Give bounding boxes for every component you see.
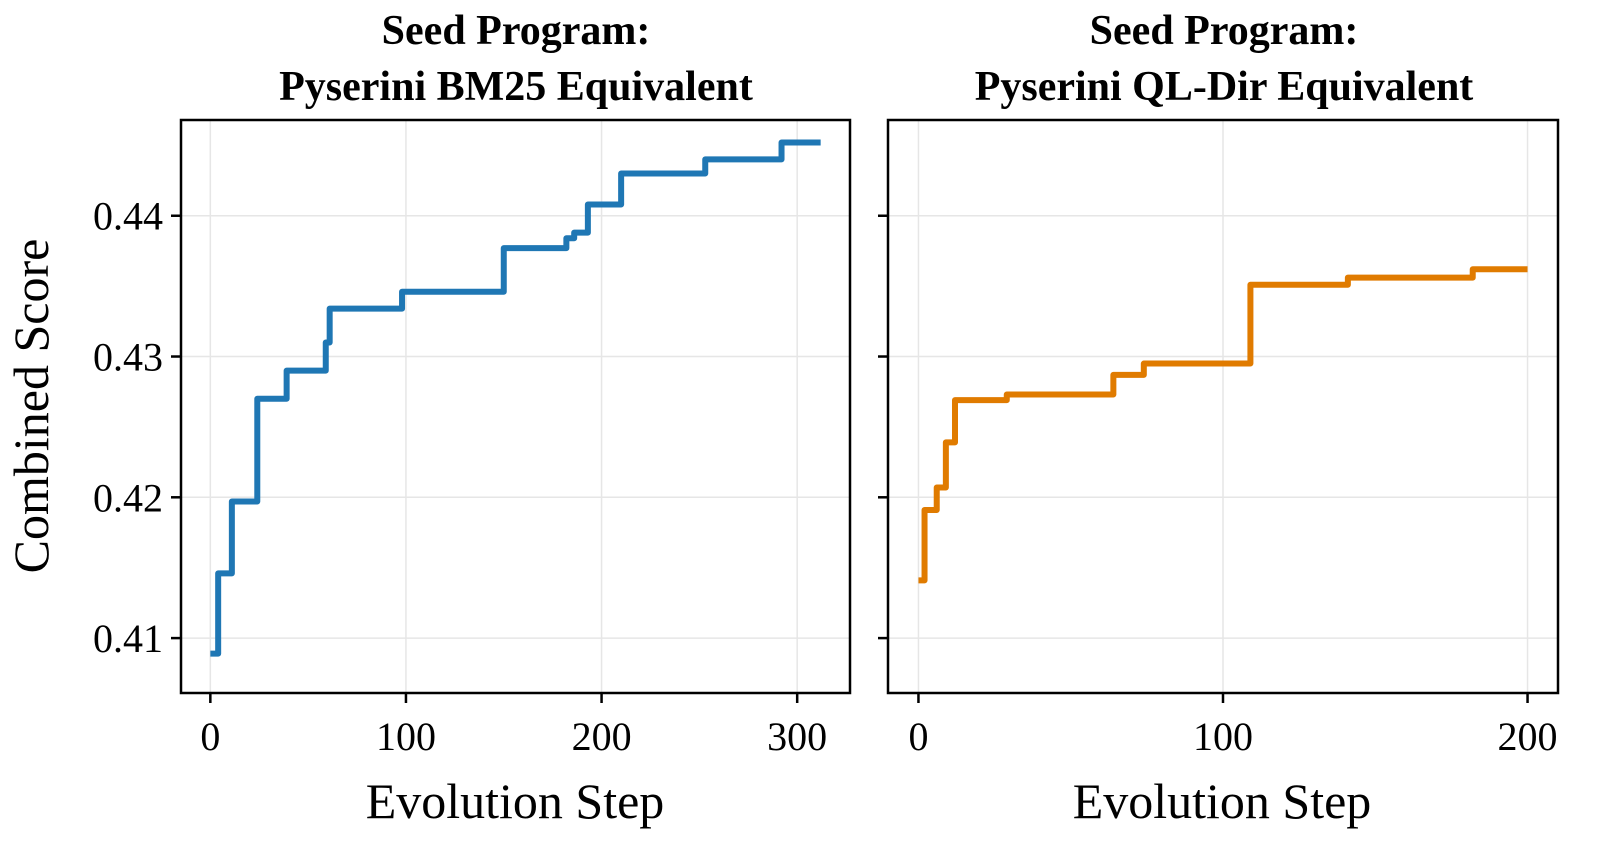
x-axis-label: Evolution Step	[366, 773, 665, 829]
panel-title-line-1: Seed Program:	[382, 8, 651, 54]
gridlines	[181, 120, 850, 693]
x-tick-label: 100	[1193, 714, 1253, 759]
x-tick-label: 300	[767, 714, 827, 759]
axes-frame	[179, 118, 852, 695]
y-tick-label: 0.41	[93, 616, 163, 661]
panel-title-line-1: Seed Program:	[1090, 8, 1359, 54]
y-axis-label: Combined Score	[3, 239, 59, 574]
ticks: 0 100 200 300 0.41 0.42 0.43 0.44	[93, 194, 827, 759]
plot-area	[918, 266, 1528, 584]
panel-ql-dir: Seed Program: Pyserini QL-Dir Equivalent…	[878, 8, 1560, 829]
x-tick-label: 200	[572, 714, 632, 759]
y-tick-label: 0.42	[93, 475, 163, 520]
ticks: 0 100 200	[878, 214, 1558, 759]
x-tick-label: 200	[1498, 714, 1558, 759]
x-tick-label: 0	[200, 714, 220, 759]
panel-title-line-2: Pyserini BM25 Equivalent	[279, 64, 753, 110]
x-axis-label: Evolution Step	[1073, 773, 1372, 829]
plot-area	[210, 139, 821, 657]
y-tick-label: 0.44	[93, 194, 163, 239]
panel-title-line-2: Pyserini QL-Dir Equivalent	[975, 64, 1474, 110]
x-tick-label: 0	[908, 714, 928, 759]
series-line	[918, 266, 1528, 584]
x-tick-label: 100	[376, 714, 436, 759]
y-tick-label: 0.43	[93, 335, 163, 380]
series-line	[210, 139, 821, 657]
panel-bm25: Seed Program: Pyserini BM25 Equivalent 0…	[3, 8, 852, 829]
gridlines	[888, 120, 1558, 693]
